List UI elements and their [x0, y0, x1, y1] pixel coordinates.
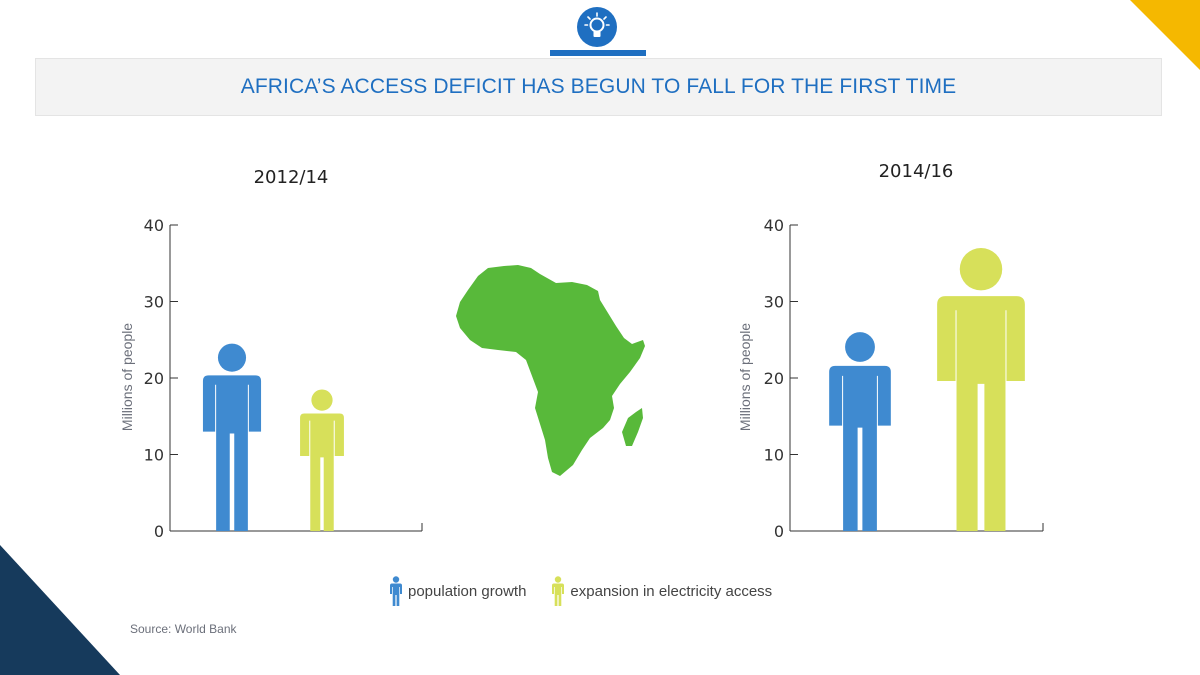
legend-label-electricity: expansion in electricity access [570, 582, 773, 600]
y-tick-label: 20 [764, 369, 784, 388]
person-body [829, 365, 891, 531]
y-axis-label-right: Millions of people [737, 323, 753, 431]
person-icon-blue [390, 576, 402, 606]
y-tick-label: 30 [144, 293, 164, 312]
source-note: Source: World Bank [130, 622, 237, 636]
legend-item-electricity: expansion in electricity access [552, 576, 772, 606]
corner-decoration-bottom-left [0, 545, 120, 675]
legend: population growth expansion in electrici… [390, 576, 798, 606]
chart-title-2012-14: 2012/14 [254, 167, 329, 188]
person-body [202, 375, 262, 531]
person-head [311, 389, 333, 411]
legend-label-population: population growth [408, 582, 527, 600]
y-tick-label: 10 [144, 446, 164, 465]
lightbulb-icon [577, 7, 617, 47]
person-figure-population [202, 343, 262, 531]
africa-map [456, 265, 645, 476]
page-title: AFRICA’S ACCESS DEFICIT HAS BEGUN TO FAL… [240, 75, 957, 98]
person-body [300, 413, 344, 531]
y-tick-label: 10 [764, 446, 784, 465]
y-axis-label-left: Millions of people [119, 323, 135, 431]
chart-2012-14: 2012/14 Millions of people 0 10 20 30 40 [119, 167, 423, 541]
person-head [959, 247, 1003, 291]
y-tick-label: 40 [144, 216, 164, 235]
legend-item-population: population growth [390, 576, 526, 606]
y-tick-label: 20 [144, 369, 164, 388]
y-tick-label: 0 [154, 522, 164, 541]
chart-title-2014-16: 2014/16 [879, 161, 954, 182]
y-tick-label: 30 [764, 293, 784, 312]
person-figure-electricity [300, 389, 344, 531]
person-head [217, 343, 247, 372]
title-banner: AFRICA’S ACCESS DEFICIT HAS BEGUN TO FAL… [35, 58, 1162, 116]
person-icon-green [552, 576, 565, 606]
person-figure-population [829, 332, 891, 531]
y-tick-label: 0 [774, 522, 784, 541]
person-head [845, 332, 875, 362]
chart-2014-16: 2014/16 Millions of people 0 10 20 30 40 [737, 161, 1044, 541]
y-tick-label: 40 [764, 216, 784, 235]
person-figure-electricity [937, 247, 1025, 531]
person-body [937, 296, 1025, 531]
logo-underline [550, 50, 646, 56]
